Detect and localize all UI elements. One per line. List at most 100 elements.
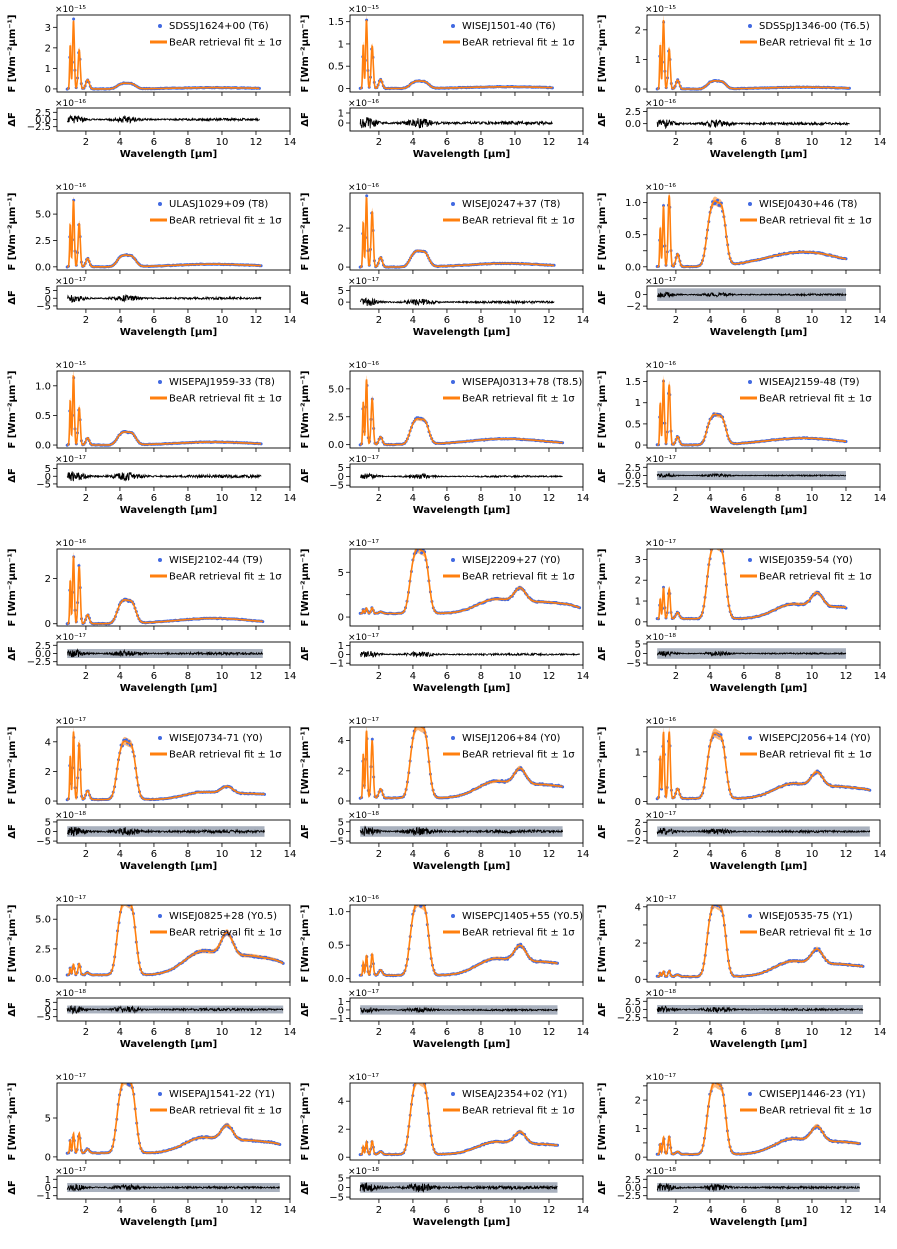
residual-axis-label: ΔF (300, 468, 311, 483)
y-tick-label: 1.0 (625, 198, 641, 209)
residual-y-tick-label: −2 (626, 836, 641, 847)
x-tick-label: 8 (185, 1205, 191, 1216)
x-axis-label: Wavelength [μm] (710, 861, 808, 872)
data-points (655, 379, 848, 447)
x-tick-label: 2 (376, 849, 382, 860)
y-tick-label: 0.5 (625, 230, 641, 241)
residual-y-tick-label: −5 (36, 301, 51, 312)
y-tick-label: 2.5 (328, 412, 344, 423)
main-axes (349, 370, 584, 449)
y-tick-label: 2 (635, 939, 641, 950)
residual-line (359, 650, 580, 659)
legend-fit-label: BeAR retrieval fit ± 1σ (169, 928, 282, 939)
x-tick-label: 14 (577, 849, 590, 860)
residual-y-tick-label: 5 (338, 463, 344, 474)
data-point (125, 1077, 128, 1080)
y-axis-label: F [Wm⁻²μm⁻¹] (7, 371, 18, 449)
data-point (417, 722, 420, 725)
x-tick-label: 12 (840, 671, 853, 682)
residual-y-tick-label: 0 (338, 650, 344, 661)
x-tick-label: 8 (775, 315, 781, 326)
y-tick-label: 0 (338, 263, 344, 274)
legend-data-marker (158, 558, 162, 562)
panel-4: 0.0 2.5 5.0 ×10⁻¹⁶ F [Wm⁻²μm⁻¹] ULASJ1029+09 … (7, 183, 296, 338)
y-tick-label: 1 (635, 55, 641, 66)
x-tick-label: 12 (543, 315, 556, 326)
residual-y-tick-label: 2 (635, 818, 641, 829)
x-tick-label: 4 (707, 1205, 713, 1216)
residual-y-tick-label: 0 (45, 472, 51, 483)
x-tick-label: 14 (577, 315, 590, 326)
x-tick-label: 10 (806, 849, 819, 860)
fit-line (67, 20, 260, 90)
legend-data-marker (451, 558, 455, 562)
legend-title: WISEPAJ0313+78 (T8.5) (462, 377, 582, 388)
x-tick-label: 8 (478, 1027, 484, 1038)
y-tick-label: 0.5 (625, 419, 641, 430)
x-tick-label: 10 (806, 493, 819, 504)
x-axis-label: Wavelength [μm] (120, 1039, 218, 1050)
residual-exponent-label: ×10⁻¹⁷ (645, 455, 676, 465)
y-tick-label: 1 (635, 597, 641, 608)
panel-17: 0.0 0.5 1.0 ×10⁻¹⁶ F [Wm⁻²μm⁻¹] WISEPCJ1405+5… (300, 895, 589, 1050)
y-exponent-label: ×10⁻¹⁵ (55, 361, 86, 371)
residual-axis-label: ΔF (597, 646, 608, 661)
x-tick-label: 12 (250, 137, 263, 148)
y-axis-label: F [Wm⁻²μm⁻¹] (300, 905, 311, 983)
residual-line (656, 118, 850, 130)
residual-line (656, 472, 847, 479)
y-tick-label: 0 (45, 619, 51, 630)
x-tick-label: 14 (577, 137, 590, 148)
y-axis-label: F [Wm⁻²μm⁻¹] (597, 905, 608, 983)
legend-fit-label: BeAR retrieval fit ± 1σ (169, 38, 282, 49)
data-point (365, 194, 369, 198)
x-tick-label: 8 (775, 1205, 781, 1216)
y-tick-label: 1.5 (328, 17, 344, 28)
legend-title: WISEJ0247+37 (T8) (462, 199, 561, 210)
x-tick-label: 2 (83, 137, 89, 148)
y-tick-label: 0.5 (35, 411, 51, 422)
x-tick-label: 6 (741, 493, 747, 504)
x-tick-label: 6 (741, 1205, 747, 1216)
x-tick-label: 2 (83, 493, 89, 504)
y-tick-label: 0 (635, 797, 641, 808)
x-axis-label: Wavelength [μm] (710, 149, 808, 160)
residual-y-tick-label: −1 (329, 659, 344, 670)
residual-y-tick-label: 0 (635, 290, 641, 301)
y-exponent-label: ×10⁻¹⁷ (645, 539, 676, 549)
residual-axis-label: ΔF (7, 646, 18, 661)
fit-line (360, 549, 580, 615)
legend-fit-label: BeAR retrieval fit ± 1σ (759, 38, 872, 49)
y-exponent-label: ×10⁻¹⁷ (55, 895, 86, 905)
x-tick-label: 8 (775, 137, 781, 148)
legend-title: WISEJ2102-44 (T9) (169, 555, 263, 566)
x-tick-label: 2 (673, 1027, 679, 1038)
residual-line (67, 293, 262, 303)
x-tick-label: 12 (840, 315, 853, 326)
data-point (715, 902, 718, 905)
main-axes (646, 370, 881, 449)
y-axis-label: F [Wm⁻²μm⁻¹] (300, 193, 311, 271)
x-tick-label: 2 (673, 493, 679, 504)
data-point (719, 542, 722, 545)
y-exponent-label: ×10⁻¹⁶ (645, 361, 676, 371)
y-exponent-label: ×10⁻¹⁷ (348, 1073, 379, 1083)
fit-line (360, 727, 563, 799)
x-tick-label: 14 (874, 1027, 887, 1038)
fit-line (360, 379, 563, 446)
x-tick-label: 8 (185, 1027, 191, 1038)
y-tick-label: 2 (635, 576, 641, 587)
residual-y-tick-label: 2.5 (625, 1175, 641, 1186)
y-tick-label: 2 (338, 766, 344, 777)
data-point (418, 723, 421, 726)
x-tick-label: 8 (185, 849, 191, 860)
legend-fit-label: BeAR retrieval fit ± 1σ (169, 1106, 282, 1117)
x-tick-label: 14 (284, 1027, 297, 1038)
legend-data-marker (748, 558, 752, 562)
y-tick-label: 1.0 (328, 907, 344, 918)
legend-fit-label: BeAR retrieval fit ± 1σ (759, 750, 872, 761)
residual-exponent-label: ×10⁻¹⁸ (348, 811, 379, 821)
x-tick-label: 4 (410, 849, 416, 860)
x-tick-label: 10 (509, 849, 522, 860)
x-tick-label: 10 (216, 1027, 229, 1038)
